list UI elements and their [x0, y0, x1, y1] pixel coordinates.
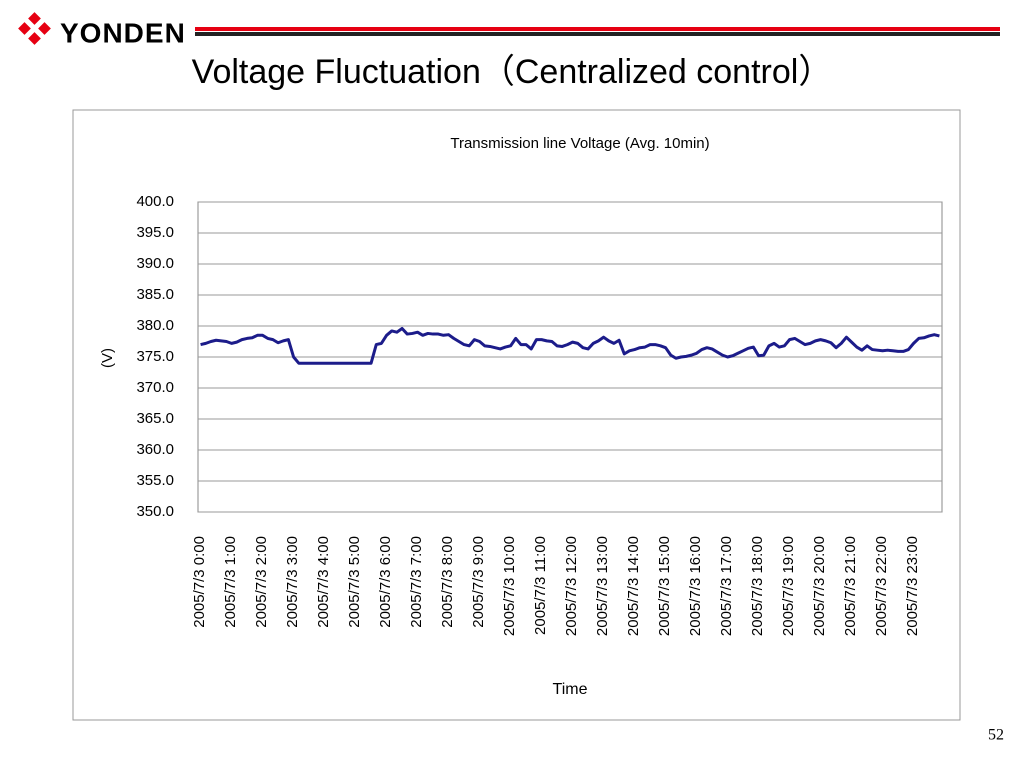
x-tick-label: 2005/7/3 1:00 [222, 536, 239, 628]
x-tick-label: 2005/7/3 9:00 [470, 536, 487, 628]
y-tick-label: 370.0 [136, 379, 174, 396]
x-tick-label: 2005/7/3 2:00 [253, 536, 270, 628]
y-tick-label: 395.0 [136, 224, 174, 241]
x-tick-label: 2005/7/3 3:00 [284, 536, 301, 628]
x-tick-label: 2005/7/3 15:00 [656, 536, 673, 636]
y-axis-label: (V) [99, 348, 116, 368]
x-tick-label: 2005/7/3 8:00 [439, 536, 456, 628]
x-tick-label: 2005/7/3 12:00 [563, 536, 580, 636]
y-tick-label: 355.0 [136, 472, 174, 489]
x-tick-label: 2005/7/3 13:00 [594, 536, 611, 636]
voltage-line [200, 326, 940, 365]
x-tick-label: 2005/7/3 5:00 [346, 536, 363, 628]
x-tick-label: 2005/7/3 6:00 [377, 536, 394, 628]
x-tick-label: 2005/7/3 19:00 [780, 536, 797, 636]
y-tick-label: 400.0 [136, 193, 174, 210]
x-tick-label: 2005/7/3 17:00 [718, 536, 735, 636]
page-number: 52 [988, 727, 1004, 744]
x-tick-label: 2005/7/3 21:00 [842, 536, 859, 636]
slide-title: Voltage Fluctuation（Centralized control） [192, 53, 833, 91]
x-axis-label: Time [553, 681, 588, 698]
y-tick-label: 350.0 [136, 503, 174, 520]
x-tick-label: 2005/7/3 11:00 [532, 536, 549, 635]
y-tick-label: 365.0 [136, 410, 174, 427]
x-tick-label: 2005/7/3 4:00 [315, 536, 332, 628]
y-tick-label: 375.0 [136, 348, 174, 365]
logo-text: YONDEN [60, 17, 186, 48]
x-tick-label: 2005/7/3 18:00 [749, 536, 766, 636]
chart-title: Transmission line Voltage (Avg. 10min) [450, 135, 709, 152]
logo-icon [18, 12, 51, 45]
x-tick-label: 2005/7/3 20:00 [811, 536, 828, 636]
x-tick-label: 2005/7/3 10:00 [501, 536, 518, 636]
x-tick-label: 2005/7/3 23:00 [904, 536, 921, 636]
y-tick-label: 385.0 [136, 286, 174, 303]
x-tick-label: 2005/7/3 22:00 [873, 536, 890, 636]
y-tick-label: 380.0 [136, 317, 174, 334]
x-tick-label: 2005/7/3 7:00 [408, 536, 425, 628]
header-rule-black [195, 32, 1000, 36]
x-tick-label: 2005/7/3 14:00 [625, 536, 642, 636]
header-rule-red [195, 27, 1000, 31]
y-tick-label: 360.0 [136, 441, 174, 458]
y-tick-label: 390.0 [136, 255, 174, 272]
x-tick-label: 2005/7/3 16:00 [687, 536, 704, 636]
x-tick-label: 2005/7/3 0:00 [191, 536, 208, 628]
